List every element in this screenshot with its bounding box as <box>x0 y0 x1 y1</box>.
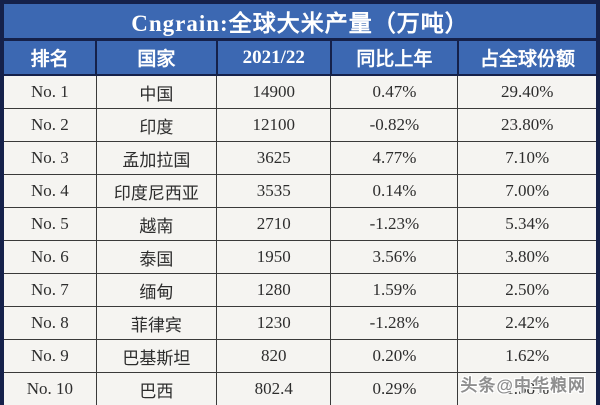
cell-share: 7.10% <box>457 141 599 175</box>
cell-rank: No. 2 <box>1 108 97 142</box>
cell-rank: No. 3 <box>1 141 97 175</box>
cell-country: 菲律宾 <box>95 306 218 340</box>
cell-rank: No. 1 <box>1 74 97 109</box>
cell-rank: No. 6 <box>1 240 97 274</box>
cell-country: 泰国 <box>95 240 218 274</box>
cell-yoy: -1.23% <box>330 207 459 241</box>
cell-share: 2.50% <box>457 273 599 307</box>
col-header-rank: 排名 <box>0 39 98 76</box>
cell-yoy: 4.77% <box>330 141 459 175</box>
table-row: No. 10 巴西 802.4 0.29% 1.58% <box>1 372 599 405</box>
cell-country: 印度尼西亚 <box>95 174 218 208</box>
cell-share: 1.62% <box>457 339 599 373</box>
cell-country: 巴西 <box>95 372 218 405</box>
cell-production: 802.4 <box>216 372 332 405</box>
col-header-country: 国家 <box>95 39 218 76</box>
table-row: No. 4 印度尼西亚 3535 0.14% 7.00% <box>1 174 599 208</box>
cell-yoy: 0.29% <box>330 372 459 405</box>
table-row: No. 9 巴基斯坦 820 0.20% 1.62% <box>1 339 599 373</box>
cell-rank: No. 8 <box>1 306 97 340</box>
cell-yoy: -0.82% <box>330 108 459 142</box>
cell-yoy: 0.47% <box>330 74 459 109</box>
cell-production: 12100 <box>216 108 332 142</box>
table-row: No. 5 越南 2710 -1.23% 5.34% <box>1 207 599 241</box>
cell-yoy: -1.28% <box>330 306 459 340</box>
cell-share: 7.00% <box>457 174 599 208</box>
cell-country: 中国 <box>95 74 218 109</box>
cell-rank: No. 10 <box>1 372 97 405</box>
cell-rank: No. 9 <box>1 339 97 373</box>
table-title-row: Cngrain:全球大米产量（万吨） <box>2 2 598 41</box>
cell-share: 23.80% <box>457 108 599 142</box>
cell-country: 孟加拉国 <box>95 141 218 175</box>
table-header-row: 排名 国家 2021/22 同比上年 占全球份额 <box>0 39 600 76</box>
cell-share: 1.58% <box>457 372 599 405</box>
table-row: No. 7 缅甸 1280 1.59% 2.50% <box>1 273 599 307</box>
cell-country: 巴基斯坦 <box>95 339 218 373</box>
cell-rank: No. 4 <box>1 174 97 208</box>
table-row: No. 2 印度 12100 -0.82% 23.80% <box>1 108 599 142</box>
cell-production: 2710 <box>216 207 332 241</box>
col-header-yoy: 同比上年 <box>329 39 459 76</box>
cell-rank: No. 5 <box>1 207 97 241</box>
cell-production: 14900 <box>216 74 332 109</box>
cell-country: 越南 <box>95 207 218 241</box>
cell-yoy: 0.14% <box>330 174 459 208</box>
cell-share: 2.42% <box>457 306 599 340</box>
table-title: Cngrain:全球大米产量（万吨） <box>2 2 598 41</box>
cell-country: 缅甸 <box>95 273 218 307</box>
cell-yoy: 0.20% <box>330 339 459 373</box>
cell-production: 1280 <box>216 273 332 307</box>
cell-production: 1950 <box>216 240 332 274</box>
cell-production: 3535 <box>216 174 332 208</box>
cell-share: 5.34% <box>457 207 599 241</box>
table-row: No. 8 菲律宾 1230 -1.28% 2.42% <box>1 306 599 340</box>
cell-production: 3625 <box>216 141 332 175</box>
table-row: No. 3 孟加拉国 3625 4.77% 7.10% <box>1 141 599 175</box>
table-row: No. 6 泰国 1950 3.56% 3.80% <box>1 240 599 274</box>
col-header-share: 占全球份额 <box>456 39 600 76</box>
cell-share: 3.80% <box>457 240 599 274</box>
cell-production: 820 <box>216 339 332 373</box>
cell-yoy: 1.59% <box>330 273 459 307</box>
cell-production: 1230 <box>216 306 332 340</box>
cell-yoy: 3.56% <box>330 240 459 274</box>
table-row: No. 1 中国 14900 0.47% 29.40% <box>1 74 599 109</box>
cell-share: 29.40% <box>457 74 599 109</box>
cell-country: 印度 <box>95 108 218 142</box>
cell-rank: No. 7 <box>1 273 97 307</box>
col-header-season: 2021/22 <box>215 39 332 76</box>
